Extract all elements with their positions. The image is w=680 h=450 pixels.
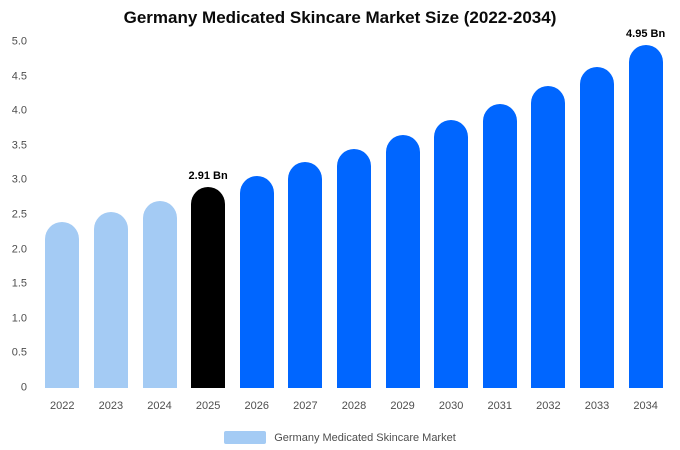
x-tick-label: 2031: [487, 400, 513, 412]
y-tick-label: 4.5: [11, 70, 27, 83]
bar-column: 2028: [330, 42, 379, 412]
legend: Germany Medicated Skincare Market: [0, 431, 680, 444]
y-tick-label: 3.5: [11, 139, 27, 152]
bar: [336, 149, 371, 388]
x-tick-label: 2024: [147, 400, 172, 412]
bar-column: 2027: [281, 42, 330, 412]
y-tick-label: 1.0: [11, 312, 27, 325]
bar: [239, 175, 274, 388]
bar: [288, 162, 323, 388]
bar-column: 2033: [573, 42, 622, 412]
legend-swatch: [224, 431, 267, 444]
x-tick-label: 2023: [98, 400, 124, 412]
y-tick-label: 0.5: [11, 346, 27, 359]
x-tick-label: 2032: [536, 400, 561, 412]
bar-column: 2032: [524, 42, 573, 412]
x-tick-label: 2026: [244, 400, 269, 412]
y-tick-label: 2.0: [11, 243, 27, 256]
bar: [191, 186, 226, 388]
bar: [531, 85, 566, 388]
y-tick-label: 3.0: [11, 173, 27, 186]
legend-label: Germany Medicated Skincare Market: [274, 431, 456, 444]
bar-column: 2034 4.95 Bn: [621, 28, 670, 412]
x-tick-label: 2030: [438, 400, 464, 412]
bar: [45, 221, 80, 388]
bar-column: 2024: [135, 42, 184, 412]
bar: [482, 103, 517, 388]
bar-column: 2031: [475, 42, 524, 412]
bar-column: 2022: [38, 42, 87, 412]
bar-value-label: 2.91 Bn: [188, 169, 228, 182]
x-tick-label: 2033: [584, 400, 610, 412]
bar-value-label: 4.95 Bn: [626, 28, 666, 41]
y-tick-label: 0: [20, 381, 27, 394]
x-tick-label: 2027: [293, 400, 318, 412]
bar: [580, 66, 614, 388]
bar-column: 2026: [232, 42, 281, 412]
x-tick-label: 2022: [50, 400, 75, 412]
y-tick-label: 5.0: [11, 35, 27, 48]
bar: [385, 135, 420, 388]
bar-column: 2029: [378, 42, 427, 412]
bar: [93, 211, 128, 388]
y-tick-label: 1.5: [11, 277, 27, 290]
bar-column: 2025 2.91 Bn: [184, 42, 233, 412]
bar: [142, 201, 177, 388]
bar: [628, 45, 663, 388]
bar-column: 2030: [427, 42, 476, 412]
y-tick-label: 2.5: [11, 208, 27, 221]
x-tick-label: 2034: [633, 400, 658, 412]
bar: [434, 119, 469, 388]
x-tick-label: 2028: [341, 400, 367, 412]
x-tick-label: 2029: [390, 400, 415, 412]
bars-area: 2022 2023 2024 2025 2.91 Bn 2026 2027 2028 2029 2…: [38, 28, 670, 412]
bar-column: 2023: [87, 42, 136, 412]
y-tick-label: 4.0: [11, 104, 27, 117]
y-axis: 0 0.5 1.0 1.5 2.0 2.5 3.0 3.5 4.0 4.5 5.0: [0, 36, 32, 393]
plot-area: 2022 2023 2024 2025 2.91 Bn 2026 2027 2028 2029 2…: [38, 28, 670, 412]
x-tick-label: 2025: [195, 400, 221, 412]
chart-title: Germany Medicated Skincare Market Size (…: [123, 8, 557, 27]
